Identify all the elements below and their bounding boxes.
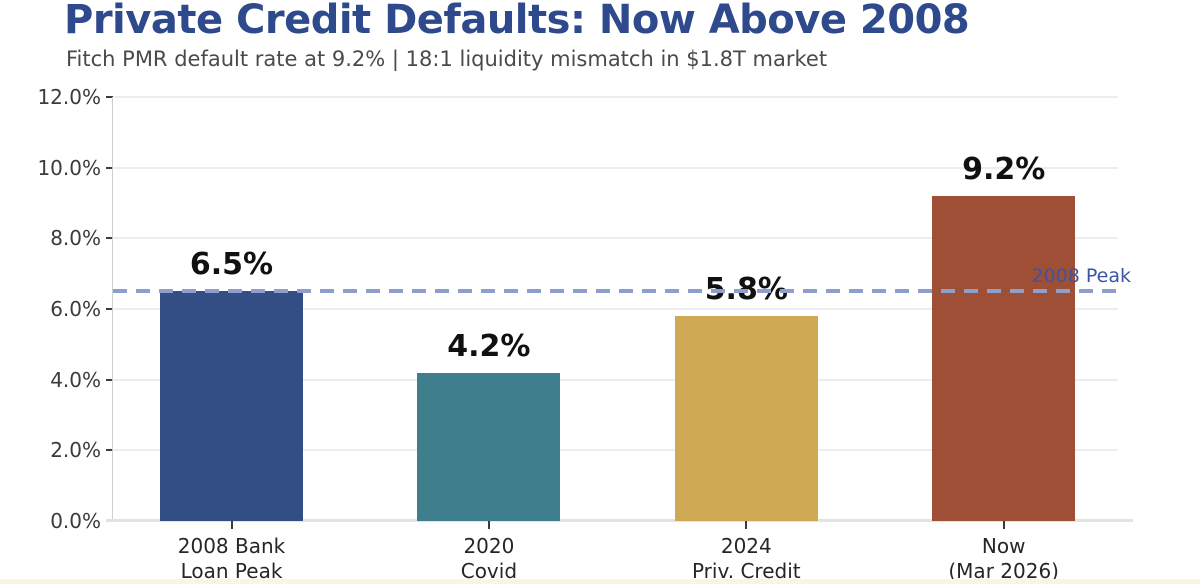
x-axis-category-label: 2008 Bank Loan Peak xyxy=(177,534,286,583)
y-axis-tick-label: 10.0% xyxy=(37,155,101,180)
y-axis-tick-label: 2.0% xyxy=(50,438,101,463)
y-axis-tick-label: 12.0% xyxy=(37,85,101,109)
y-axis-tick xyxy=(106,166,113,169)
bottom-edge-strip xyxy=(0,579,1200,584)
bar xyxy=(674,316,818,521)
y-axis-tick-label: 4.0% xyxy=(50,367,101,392)
chart-title: Private Credit Defaults: Now Above 2008 xyxy=(64,0,970,43)
gridline xyxy=(113,308,1118,310)
y-axis-line xyxy=(112,97,113,521)
gridline xyxy=(113,237,1118,240)
x-axis-tick xyxy=(230,521,233,529)
y-axis-tick-label: 8.0% xyxy=(50,226,101,251)
x-axis-tick xyxy=(1002,521,1005,529)
y-axis-tick-label: 0.0% xyxy=(50,509,101,533)
y-axis-tick-label: 6.0% xyxy=(50,297,101,321)
bar xyxy=(417,372,561,521)
reference-line xyxy=(113,289,1118,294)
x-axis-category-label: 2024 Priv. Credit xyxy=(691,534,801,583)
y-axis-tick xyxy=(106,237,113,240)
y-axis-tick xyxy=(106,449,113,452)
x-axis-tick xyxy=(487,521,490,529)
bar xyxy=(932,195,1076,521)
x-axis-line xyxy=(106,519,1133,522)
x-axis-category-label: Now (Mar 2026) xyxy=(948,534,1059,583)
bar-value-label: 9.2% xyxy=(962,151,1046,187)
y-axis-tick xyxy=(106,96,113,98)
x-axis-category-label: 2020 Covid xyxy=(460,534,518,583)
gridline xyxy=(113,378,1118,381)
bar-value-label: 4.2% xyxy=(447,328,531,364)
gridline xyxy=(113,166,1118,169)
gridline xyxy=(113,449,1118,452)
gridline xyxy=(113,96,1118,98)
bar xyxy=(160,291,303,521)
x-axis-tick xyxy=(745,521,748,529)
reference-line-label: 2008 Peak xyxy=(1031,265,1131,288)
chart-subtitle: Fitch PMR default rate at 9.2% | 18:1 li… xyxy=(66,47,828,71)
y-axis-tick xyxy=(106,378,113,381)
bar-value-label: 6.5% xyxy=(189,247,274,283)
y-axis-tick xyxy=(106,308,113,310)
